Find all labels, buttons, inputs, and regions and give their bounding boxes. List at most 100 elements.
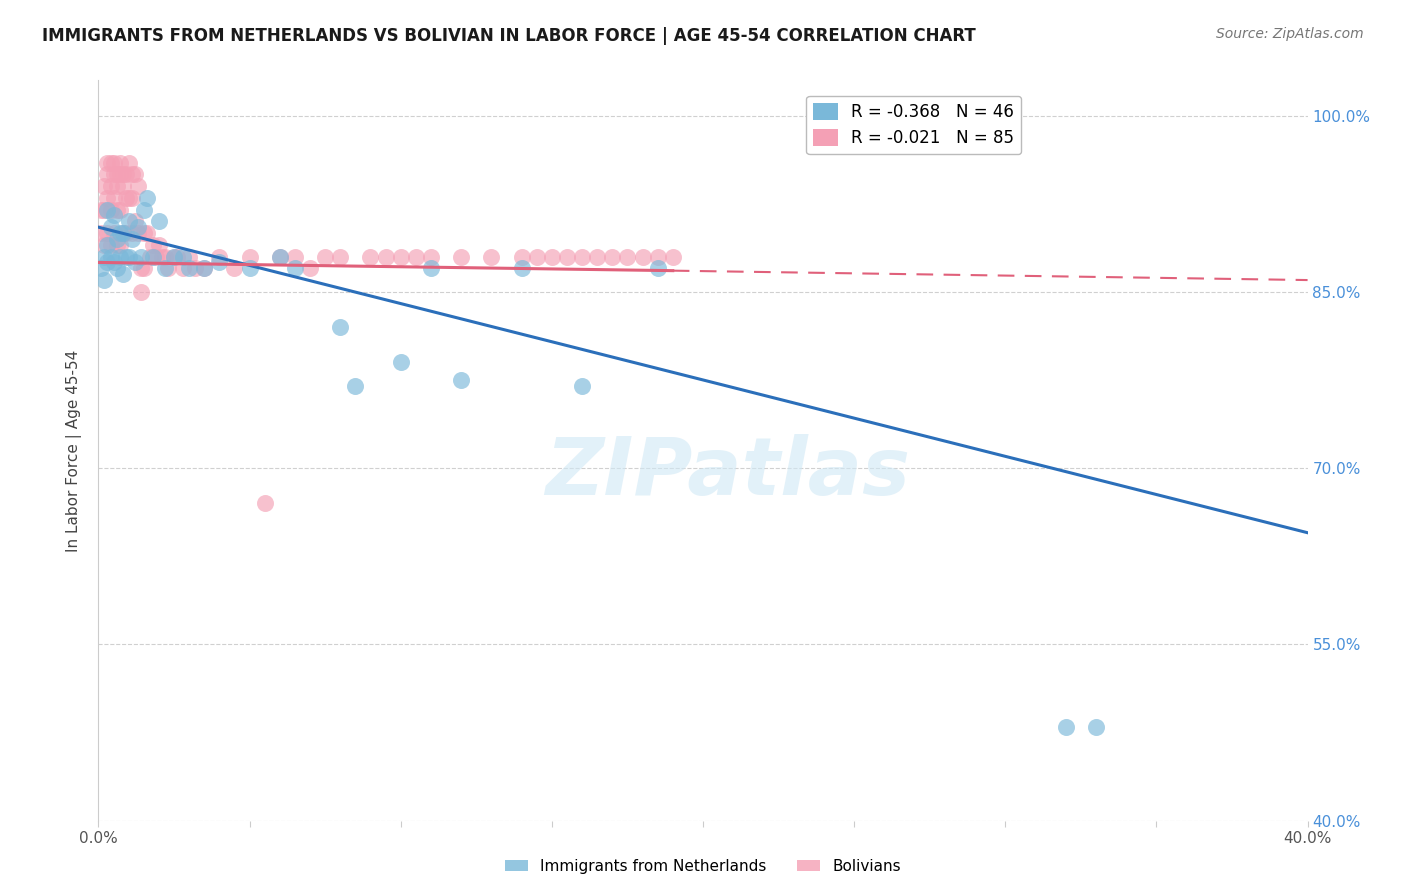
Legend: R = -0.368   N = 46, R = -0.021   N = 85: R = -0.368 N = 46, R = -0.021 N = 85 xyxy=(807,96,1021,154)
Point xyxy=(129,261,152,276)
Point xyxy=(96,255,118,269)
Point xyxy=(100,250,122,264)
Point xyxy=(510,250,533,264)
Legend: Immigrants from Netherlands, Bolivians: Immigrants from Netherlands, Bolivians xyxy=(499,853,907,880)
Point xyxy=(661,250,683,264)
Point xyxy=(163,250,186,264)
Point xyxy=(105,261,128,276)
Point xyxy=(142,250,165,264)
Point xyxy=(631,250,654,264)
Point xyxy=(93,237,115,252)
Point xyxy=(96,202,118,217)
Point xyxy=(239,261,262,276)
Point xyxy=(111,226,134,240)
Point xyxy=(108,250,131,264)
Point xyxy=(124,214,146,228)
Point xyxy=(481,250,503,264)
Point xyxy=(450,250,472,264)
Point xyxy=(103,255,125,269)
Point xyxy=(127,220,149,235)
Point xyxy=(129,250,152,264)
Point xyxy=(108,226,131,240)
Point xyxy=(103,209,125,223)
Point xyxy=(179,261,201,276)
Point xyxy=(108,167,131,181)
Point xyxy=(100,179,122,194)
Point xyxy=(269,250,291,264)
Point xyxy=(127,179,149,194)
Point xyxy=(139,250,162,264)
Point xyxy=(135,226,157,240)
Y-axis label: In Labor Force | Age 45-54: In Labor Force | Age 45-54 xyxy=(66,350,83,551)
Point xyxy=(555,250,578,264)
Point xyxy=(93,250,115,264)
Point xyxy=(100,220,122,235)
Point xyxy=(90,202,112,217)
Point xyxy=(90,261,112,276)
Text: ZIPatlas: ZIPatlas xyxy=(544,434,910,512)
Point xyxy=(105,232,128,246)
Point xyxy=(647,250,669,264)
Point xyxy=(1054,720,1077,734)
Point xyxy=(93,273,115,287)
Point xyxy=(105,202,128,217)
Point xyxy=(142,237,165,252)
Point xyxy=(150,250,173,264)
Point xyxy=(344,379,367,393)
Point xyxy=(224,261,246,276)
Point xyxy=(148,214,170,228)
Point xyxy=(284,250,307,264)
Text: Source: ZipAtlas.com: Source: ZipAtlas.com xyxy=(1216,27,1364,41)
Point xyxy=(172,261,194,276)
Point xyxy=(124,255,146,269)
Point xyxy=(132,261,155,276)
Point xyxy=(284,261,307,276)
Point xyxy=(118,191,141,205)
Point xyxy=(121,167,143,181)
Point xyxy=(121,226,143,240)
Point xyxy=(96,226,118,240)
Point xyxy=(360,250,382,264)
Point xyxy=(208,250,231,264)
Point xyxy=(100,237,122,252)
Point xyxy=(389,355,412,369)
Point xyxy=(193,261,215,276)
Point xyxy=(96,237,118,252)
Text: IMMIGRANTS FROM NETHERLANDS VS BOLIVIAN IN LABOR FORCE | AGE 45-54 CORRELATION C: IMMIGRANTS FROM NETHERLANDS VS BOLIVIAN … xyxy=(42,27,976,45)
Point xyxy=(148,237,170,252)
Point xyxy=(389,250,412,264)
Point xyxy=(405,250,427,264)
Point xyxy=(132,202,155,217)
Point xyxy=(166,250,188,264)
Point xyxy=(208,255,231,269)
Point xyxy=(129,285,152,299)
Point xyxy=(329,320,352,334)
Point xyxy=(90,226,112,240)
Point xyxy=(135,191,157,205)
Point xyxy=(108,202,131,217)
Point xyxy=(299,261,322,276)
Point xyxy=(153,250,176,264)
Point xyxy=(586,250,609,264)
Point xyxy=(103,167,125,181)
Point xyxy=(100,202,122,217)
Point xyxy=(184,261,207,276)
Point xyxy=(118,214,141,228)
Point xyxy=(111,167,134,181)
Point xyxy=(329,250,352,264)
Point xyxy=(108,237,131,252)
Point xyxy=(121,191,143,205)
Point xyxy=(571,379,593,393)
Point xyxy=(172,250,194,264)
Point xyxy=(105,179,128,194)
Point xyxy=(121,232,143,246)
Point xyxy=(111,179,134,194)
Point xyxy=(510,261,533,276)
Point xyxy=(118,155,141,169)
Point xyxy=(103,155,125,169)
Point xyxy=(103,226,125,240)
Point xyxy=(253,496,276,510)
Point xyxy=(100,155,122,169)
Point xyxy=(179,250,201,264)
Point xyxy=(114,191,136,205)
